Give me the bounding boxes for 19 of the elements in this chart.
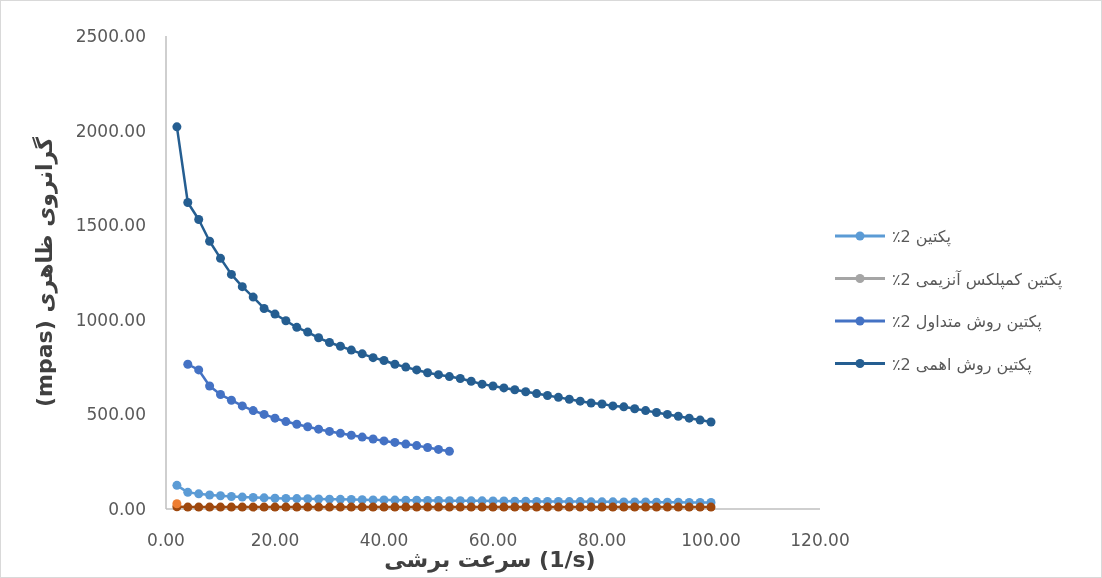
legend-label: پکتین کمپلکس آنزیمی 2٪ [892, 269, 1063, 290]
x-tick-label: 60.00 [468, 530, 518, 550]
x-tick-label: 40.00 [359, 530, 409, 550]
y-axis-title: گرانروی ظاهری (mpas) [31, 136, 58, 407]
y-tick-label: 2500.00 [75, 26, 146, 46]
x-tick-label: 0.00 [147, 530, 185, 550]
y-tick-label: 500.00 [86, 404, 146, 425]
legend-label: پکتین روش متداول 2٪ [892, 312, 1042, 332]
y-tick-label: 1500.00 [75, 215, 146, 236]
x-tick-label: 120.00 [790, 530, 850, 550]
x-tick-label: 80.00 [577, 530, 627, 550]
y-tick-label: 1000.00 [75, 309, 146, 330]
x-axis-title: سرعت برشی (1/s) [384, 547, 596, 573]
y-tick-label: 2000.00 [75, 120, 146, 141]
x-tick-label: 20.00 [250, 530, 300, 550]
legend-label: پکتین روش اهمی 2٪ [892, 354, 1032, 375]
x-tick-label: 100.00 [681, 530, 741, 550]
y-tick-label: 0.00 [108, 499, 146, 519]
legend-label: پکتین 2٪ [892, 227, 951, 247]
